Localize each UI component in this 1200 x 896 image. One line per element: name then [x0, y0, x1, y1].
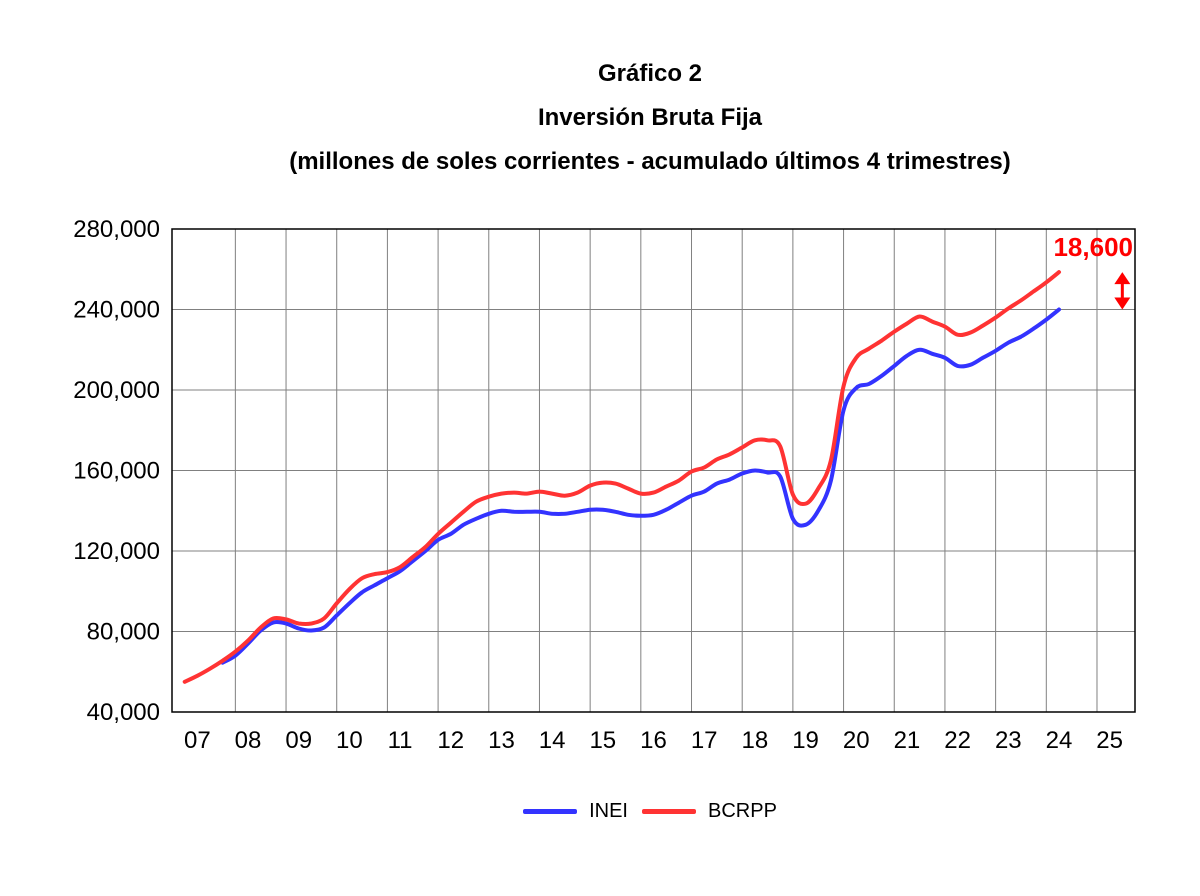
y-tick-label: 240,000 [73, 297, 160, 324]
legend-swatch [642, 809, 696, 814]
series-layer [182, 270, 1061, 684]
x-tick-label: 10 [336, 727, 363, 754]
x-tick-label: 17 [691, 727, 718, 754]
x-tick-label: 18 [742, 727, 769, 754]
axes: 40,000 80,000 120,000 160,000 200,000 240,000… [73, 216, 1136, 754]
legend-label: BCRPP [708, 800, 777, 822]
x-tick-label: 23 [995, 727, 1022, 754]
annotation-layer: 18,600 [1053, 232, 1133, 310]
x-tick-label: 07 [184, 727, 211, 754]
legend-item-inei: INEI [523, 800, 628, 823]
x-tick-label: 25 [1096, 727, 1123, 754]
chart-subtitle-units: (millones de soles corrientes - acumulad… [289, 148, 1011, 175]
x-tick-label: 09 [285, 727, 312, 754]
x-tick-label: 14 [539, 727, 566, 754]
chart-title: Gráfico 2 [597, 60, 703, 87]
legend-item-bcrpp: BCRPP [642, 800, 777, 823]
x-tick-label: 08 [235, 727, 262, 754]
chart-subtitle: Inversión Bruta Fija [537, 104, 763, 131]
grid [172, 228, 1135, 713]
y-tick-label: 200,000 [73, 377, 160, 404]
x-tick-label: 21 [894, 727, 921, 754]
series-line-bcrpp [182, 270, 1061, 684]
legend-label: INEI [589, 800, 628, 822]
y-tick-label: 80,000 [87, 619, 160, 646]
legend-swatch [523, 809, 578, 814]
legend: INEI BCRPP [0, 800, 1200, 823]
x-tick-label: 11 [388, 727, 413, 754]
gap-arrow-down-head [1114, 297, 1131, 310]
series-line-inei [220, 307, 1061, 665]
x-tick-label: 13 [488, 727, 515, 754]
x-tick-label: 19 [792, 727, 819, 754]
x-tick-label: 15 [589, 727, 616, 754]
y-tick-label: 120,000 [73, 538, 160, 565]
y-tick-label: 40,000 [87, 699, 160, 726]
x-tick-label: 24 [1046, 727, 1073, 754]
y-tick-label: 160,000 [73, 458, 160, 485]
y-tick-label: 280,000 [73, 216, 160, 243]
x-tick-label: 16 [640, 727, 667, 754]
x-tick-label: 20 [843, 727, 870, 754]
x-tick-label: 12 [437, 727, 464, 754]
gap-annotation-label: 18,600 [1053, 232, 1133, 262]
gap-arrow-up-head [1114, 272, 1131, 285]
x-tick-label: 22 [944, 727, 971, 754]
plot-area-border [171, 228, 1136, 713]
